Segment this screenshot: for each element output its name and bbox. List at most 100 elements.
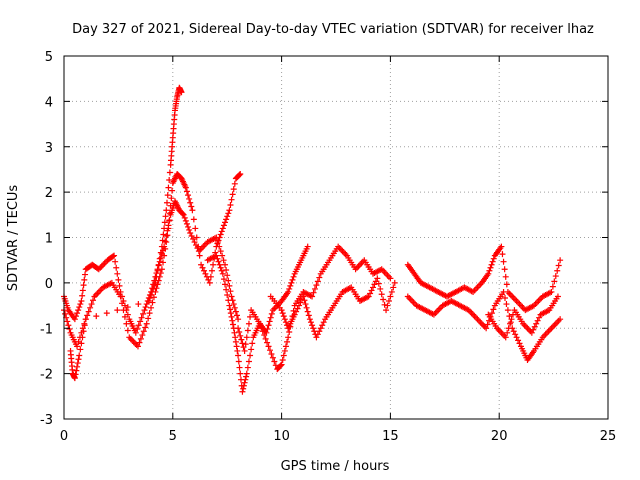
data-point (388, 288, 395, 295)
data-point (75, 356, 82, 363)
y-tick-label: 0 (45, 277, 53, 292)
series-track-h (404, 288, 564, 364)
data-point (213, 252, 220, 259)
data-point (220, 276, 227, 283)
data-point (266, 347, 273, 354)
data-point (230, 301, 237, 308)
data-point (226, 302, 233, 309)
data-point (142, 304, 149, 311)
data-points (61, 84, 564, 395)
data-point (195, 243, 202, 250)
data-point (306, 316, 313, 323)
data-point (216, 261, 223, 268)
data-point (134, 343, 141, 350)
data-point (268, 310, 275, 317)
data-point (164, 192, 171, 199)
data-point (72, 313, 79, 320)
data-point (313, 282, 320, 289)
data-point (80, 282, 87, 289)
data-point (236, 364, 243, 371)
data-point (66, 326, 73, 333)
data-point (188, 232, 195, 239)
data-point (222, 261, 229, 268)
data-point (281, 347, 288, 354)
data-point (304, 308, 311, 315)
data-point (387, 275, 394, 282)
data-point (183, 188, 190, 195)
data-point (309, 322, 316, 329)
data-point (316, 328, 323, 335)
data-point (244, 364, 251, 371)
data-point (202, 270, 209, 277)
x-axis-label: GPS time / hours (281, 459, 390, 474)
data-point (551, 278, 558, 285)
data-point (146, 310, 153, 317)
data-point (530, 326, 537, 333)
data-point (249, 340, 256, 347)
data-point (166, 217, 173, 224)
data-point (234, 347, 241, 354)
data-point (303, 304, 310, 311)
data-point (243, 334, 250, 341)
data-point (119, 300, 126, 307)
data-point (528, 329, 535, 336)
data-point (88, 301, 95, 308)
data-point (143, 320, 150, 327)
y-tick-label: 1 (45, 232, 53, 247)
data-point (305, 312, 312, 319)
data-point (190, 216, 197, 223)
data-point (115, 276, 122, 283)
data-point (381, 301, 388, 308)
data-point (210, 261, 217, 268)
data-point (200, 267, 207, 274)
data-point (76, 304, 83, 311)
data-point (231, 329, 238, 336)
data-point (503, 301, 510, 308)
data-point (281, 316, 288, 323)
data-point (502, 334, 509, 341)
data-point (82, 271, 89, 278)
data-point (198, 261, 205, 268)
data-point (484, 321, 491, 328)
data-point (378, 291, 385, 298)
data-point (374, 275, 381, 282)
data-point (154, 267, 161, 274)
data-point (74, 360, 81, 367)
data-point (214, 255, 221, 262)
data-point (213, 243, 220, 250)
data-point (243, 370, 250, 377)
data-point (367, 290, 374, 297)
data-point (245, 358, 252, 365)
y-tick-label: 5 (45, 50, 53, 65)
data-point (296, 302, 303, 309)
data-point (143, 301, 150, 308)
data-point (225, 297, 232, 304)
data-point (230, 186, 237, 193)
data-point (228, 196, 235, 203)
data-point (228, 313, 235, 320)
data-point (219, 252, 226, 259)
series-track-a (61, 198, 242, 336)
data-point (132, 329, 139, 336)
y-tick-label: 4 (45, 95, 53, 110)
data-point (483, 325, 490, 332)
data-point (243, 373, 250, 380)
data-point (533, 320, 540, 327)
data-point (76, 352, 83, 359)
data-point (307, 319, 314, 326)
data-point (313, 334, 320, 341)
data-point (164, 232, 171, 239)
data-point (502, 295, 509, 301)
data-point (124, 304, 131, 311)
y-tick-label: 2 (45, 186, 53, 201)
data-point (162, 245, 169, 252)
data-point (300, 293, 307, 300)
data-point (293, 308, 300, 315)
data-point (79, 325, 86, 332)
data-point (380, 296, 387, 303)
data-point (241, 379, 248, 386)
x-tick-label: 20 (491, 429, 508, 444)
data-point (301, 297, 308, 304)
data-point (137, 318, 144, 325)
data-point (239, 388, 246, 395)
